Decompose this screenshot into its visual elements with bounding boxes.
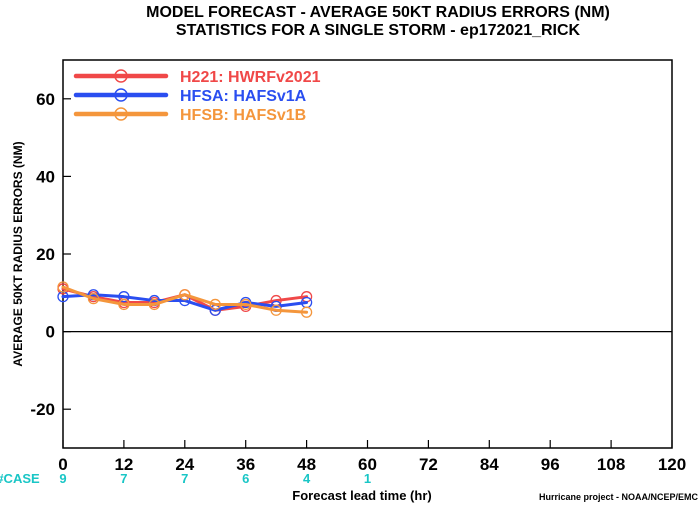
legend-label: H221: HWRFv2021 (180, 69, 321, 86)
case-count: 4 (303, 471, 311, 486)
x-tick-label: 48 (297, 455, 316, 474)
series-point (57, 281, 69, 293)
series-line (61, 293, 309, 312)
y-tick-label: 20 (36, 245, 55, 264)
series-layer (57, 281, 313, 318)
x-tick-label: 84 (480, 455, 499, 474)
legend-label: HFSB: HAFSv1B (180, 107, 306, 124)
case-label: #CASE (0, 471, 40, 486)
x-tick-label: 120 (658, 455, 686, 474)
x-tick-label: 0 (58, 455, 67, 474)
y-tick-label: 40 (36, 167, 55, 186)
axis-ticks: 0 12 24 36 48 60 72 84 96 108 120 -20 0 20 40 60 9 7 7 6 4 1 (30, 90, 686, 486)
series-point (240, 298, 252, 311)
legend-label: HFSA: HAFSv1A (180, 88, 307, 105)
series-point (300, 306, 313, 318)
x-tick-label: 12 (114, 455, 133, 474)
legend-marker (114, 88, 128, 102)
series-line (61, 285, 309, 314)
series-point (118, 291, 130, 303)
series-point (179, 289, 191, 301)
series-point (209, 298, 221, 311)
x-tick-label: 24 (175, 455, 194, 474)
y-tick-label: 0 (46, 323, 55, 342)
case-count: 7 (120, 471, 127, 486)
series-point (87, 292, 100, 305)
case-count: 6 (242, 471, 249, 486)
plot-frame (62, 59, 673, 449)
legend-marker (114, 69, 128, 83)
series-point (148, 298, 161, 311)
series-point (118, 298, 130, 311)
case-count: 1 (364, 471, 371, 486)
credit-text: Hurricane project - NOAA/NCEP/EMC (539, 492, 699, 502)
x-axis-label: Forecast lead time (hr) (292, 488, 431, 503)
x-tick-label: 60 (358, 455, 377, 474)
y-tick-label: -20 (30, 400, 55, 419)
series-2 (57, 281, 313, 318)
x-tick-label: 36 (236, 455, 255, 474)
chart-title-line-1: MODEL FORECAST - AVERAGE 50KT RADIUS ERR… (146, 4, 610, 21)
legend: H221: HWRFv2021 HFSA: HAFSv1A HFSB: HAFSv1… (73, 69, 321, 124)
chart-title-line-2: STATISTICS FOR A SINGLE STORM - ep172021… (176, 22, 581, 39)
case-count: 7 (181, 471, 188, 486)
y-tick-label: 60 (36, 90, 55, 109)
case-count: 9 (59, 471, 66, 486)
x-tick-label: 96 (541, 455, 560, 474)
x-tick-label: 72 (419, 455, 438, 474)
legend-marker (114, 107, 128, 121)
x-tick-label: 108 (597, 455, 625, 474)
series-point (270, 304, 282, 316)
y-axis-label: AVERAGE 50KT RADIUS ERRORS (NM) (11, 141, 25, 366)
